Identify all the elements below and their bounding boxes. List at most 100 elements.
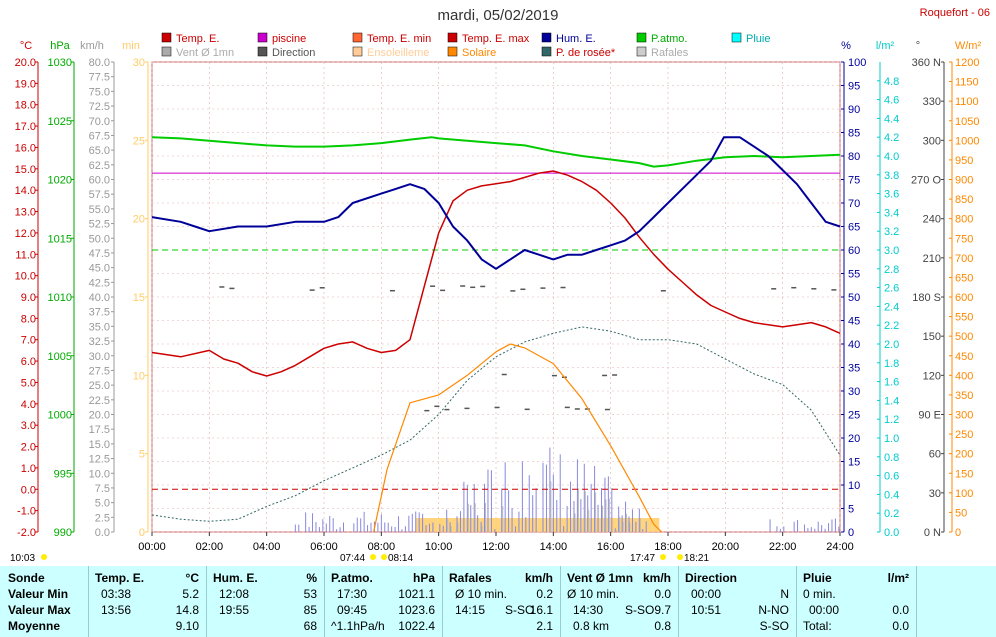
temp-max-time: 13:56 xyxy=(101,603,132,617)
legend-label: Temp. E. max xyxy=(462,33,530,45)
direction-mark xyxy=(564,406,570,409)
sun-icon xyxy=(677,554,683,560)
direction-mark xyxy=(424,409,430,412)
pres-avg-label: ^1.1hPa/h xyxy=(331,619,385,633)
temp-min-val: 5.2 xyxy=(182,587,199,601)
axis-label-temp: 19.0 xyxy=(15,78,36,90)
axis-label-temp: 14.0 xyxy=(15,185,36,197)
axis-unit-sunshine: min xyxy=(122,40,140,52)
x-tick-label: 04:00 xyxy=(253,541,281,553)
x-tick-label: 14:00 xyxy=(540,541,568,553)
sun-icon xyxy=(41,554,47,560)
axis-label-pressure: 1020 xyxy=(48,175,72,187)
axis-label-temp: 11.0 xyxy=(15,249,36,261)
direction-mark xyxy=(460,285,466,287)
legend-swatch xyxy=(541,32,552,43)
temp-avg: 9.10 xyxy=(175,619,199,633)
axis-unit-humidity: % xyxy=(841,40,851,52)
direction-mark xyxy=(501,373,507,376)
axis-label-temp: -1.0 xyxy=(17,506,36,518)
series-p-atmo- xyxy=(151,136,841,168)
sun-time-label: 08:14 xyxy=(388,553,413,564)
direction-mark xyxy=(584,408,590,410)
legend-swatch xyxy=(636,46,647,57)
station-name: Roquefort - 06 xyxy=(920,7,990,19)
axis-label-sunshine: 5 xyxy=(139,449,145,461)
sunshine-bar xyxy=(652,518,660,532)
axis-label-rain: 0.2 xyxy=(884,508,899,520)
hum-max-time: 19:55 xyxy=(219,603,250,617)
direction-mark xyxy=(440,289,446,292)
sunshine-bar xyxy=(458,518,466,532)
axis-label-direction: 180 S xyxy=(912,292,941,304)
wind-avg-label: 0.8 km xyxy=(573,619,610,633)
axis-label-temp: 20.0 xyxy=(15,57,36,69)
hum-avg: 68 xyxy=(303,619,317,633)
axis-label-rain: 4.6 xyxy=(884,95,899,107)
axis-label-sunshine: 30 xyxy=(133,57,145,69)
gust-min-label: Ø 10 min. xyxy=(455,587,508,601)
axis-label-direction: 270 O xyxy=(911,175,941,187)
axis-label-rain: 0.6 xyxy=(884,471,899,483)
axis-label-solar: 1050 xyxy=(955,116,979,128)
sunshine-bar xyxy=(437,518,445,532)
sunshine-bar xyxy=(630,518,638,532)
axis-label-temp: 13.0 xyxy=(15,207,36,219)
plot-area xyxy=(151,61,841,533)
gust-max-val: 16.1 xyxy=(529,603,553,617)
wind-min-val: 0.0 xyxy=(654,587,671,601)
sunshine-bar xyxy=(566,518,574,532)
direction-mark xyxy=(434,405,440,408)
pres-min-val: 1021.1 xyxy=(398,587,435,601)
sunshine-bar xyxy=(559,518,567,532)
x-tick-label: 08:00 xyxy=(368,541,396,553)
hum-unit: % xyxy=(306,571,317,585)
direction-mark xyxy=(219,286,225,288)
sunshine-bar xyxy=(530,518,538,532)
axis-label-direction: 90 E xyxy=(918,410,941,422)
x-tick-label: 00:00 xyxy=(138,541,166,553)
x-tick-label: 24:00 xyxy=(826,541,854,553)
stats-empty-block xyxy=(916,566,996,637)
axis-label-direction: 60 xyxy=(929,449,941,461)
legend-label: Vent Ø 1mn xyxy=(176,47,234,59)
weather-chart: mardi, 05/02/2019 Roquefort - 06 Temp. E… xyxy=(10,7,990,564)
axis-label-wind: 17.5 xyxy=(89,424,110,436)
axis-label-wind: 0.0 xyxy=(95,527,110,539)
axis-label-solar: 150 xyxy=(955,468,973,480)
axis-label-rain: 2.8 xyxy=(884,264,899,276)
rain-avg-label: Total: xyxy=(803,619,832,633)
pres-unit: hPa xyxy=(412,571,435,585)
legend-swatch xyxy=(447,32,458,43)
axis-label-pressure: 1030 xyxy=(48,57,72,69)
direction-mark xyxy=(464,407,470,410)
direction-mark xyxy=(524,408,530,411)
axis-label-humidity: 60 xyxy=(848,245,860,257)
x-tick-label: 12:00 xyxy=(482,541,510,553)
hum-min-val: 53 xyxy=(303,587,317,601)
x-tick-label: 10:00 xyxy=(425,541,453,553)
legend-swatch xyxy=(447,46,458,57)
row-label-min: Valeur Min xyxy=(8,587,69,601)
axis-unit-wind: km/h xyxy=(80,40,104,52)
axis-label-temp: 2.0 xyxy=(21,442,36,454)
legend-label: piscine xyxy=(272,33,306,45)
direction-mark xyxy=(831,289,837,291)
axis-label-temp: 12.0 xyxy=(15,228,36,240)
temp-min-time: 03:38 xyxy=(101,587,132,601)
axis-label-temp: 17.0 xyxy=(15,121,36,133)
axis-label-humidity: 95 xyxy=(848,81,860,93)
axis-label-solar: 550 xyxy=(955,312,973,324)
axes: 20.0 19.0 18.0 17.0 16.0 15.0 14.0 13.0 12.0 11.0… xyxy=(15,57,980,553)
legend-label: Ensoleilleme xyxy=(367,47,429,59)
sunshine-bar xyxy=(551,518,560,532)
axis-label-rain: 1.6 xyxy=(884,377,899,389)
axis-label-solar: 700 xyxy=(955,253,973,265)
axis-label-direction: 150 xyxy=(923,331,941,343)
direction-mark xyxy=(480,285,486,288)
axis-label-pressure: 1025 xyxy=(48,116,72,128)
series-p-de-ros-e- xyxy=(151,326,841,522)
sun-time-label: 07:44 xyxy=(340,553,365,564)
axis-label-wind: 77.5 xyxy=(89,72,110,84)
wind-avg: 0.8 xyxy=(654,619,671,633)
